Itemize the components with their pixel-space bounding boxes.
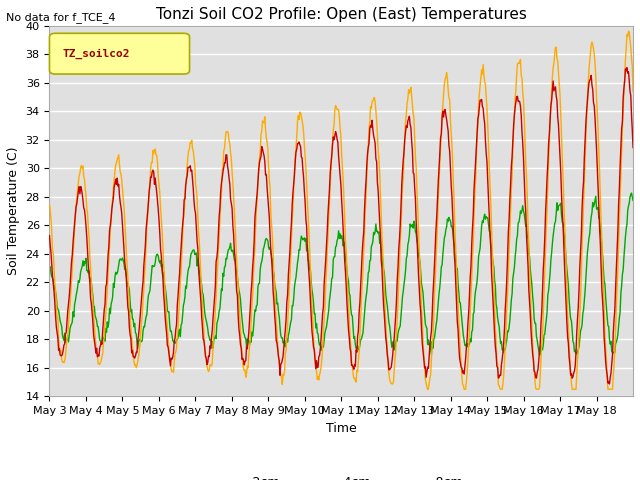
Line: -4cm: -4cm [49, 31, 633, 389]
FancyBboxPatch shape [49, 33, 189, 74]
-4cm [250, 258, 258, 264]
-2cm [623, 65, 631, 71]
-8cm [221, 264, 229, 269]
-4cm [625, 28, 632, 34]
-2cm [45, 233, 53, 239]
-4cm [273, 317, 280, 323]
-4cm [221, 138, 229, 144]
-4cm [114, 155, 122, 160]
-2cm [250, 239, 258, 244]
-2cm [402, 129, 410, 134]
-8cm [629, 198, 637, 204]
-8cm [536, 352, 543, 358]
-2cm [435, 179, 442, 184]
-8cm [45, 266, 53, 272]
Line: -2cm: -2cm [49, 68, 633, 384]
-4cm [402, 119, 410, 125]
Title: Tonzi Soil CO2 Profile: Open (East) Temperatures: Tonzi Soil CO2 Profile: Open (East) Temp… [156, 7, 527, 22]
-2cm [629, 144, 637, 150]
-8cm [114, 267, 122, 273]
Text: TZ_soilco2: TZ_soilco2 [62, 48, 130, 59]
-8cm [402, 267, 410, 273]
-2cm [114, 183, 122, 189]
Y-axis label: Soil Temperature (C): Soil Temperature (C) [7, 147, 20, 276]
-2cm [605, 381, 613, 387]
-8cm [273, 290, 280, 296]
X-axis label: Time: Time [326, 421, 356, 435]
Line: -8cm: -8cm [49, 193, 633, 355]
Legend: -2cm, -4cm, -8cm: -2cm, -4cm, -8cm [214, 471, 468, 480]
-4cm [435, 177, 443, 183]
-4cm [629, 89, 637, 95]
-8cm [435, 300, 442, 306]
Text: No data for f_TCE_4: No data for f_TCE_4 [6, 12, 116, 23]
-8cm [250, 316, 258, 322]
-4cm [45, 202, 53, 208]
-2cm [221, 160, 229, 166]
-2cm [273, 337, 280, 343]
-4cm [424, 386, 431, 392]
-8cm [628, 190, 636, 196]
